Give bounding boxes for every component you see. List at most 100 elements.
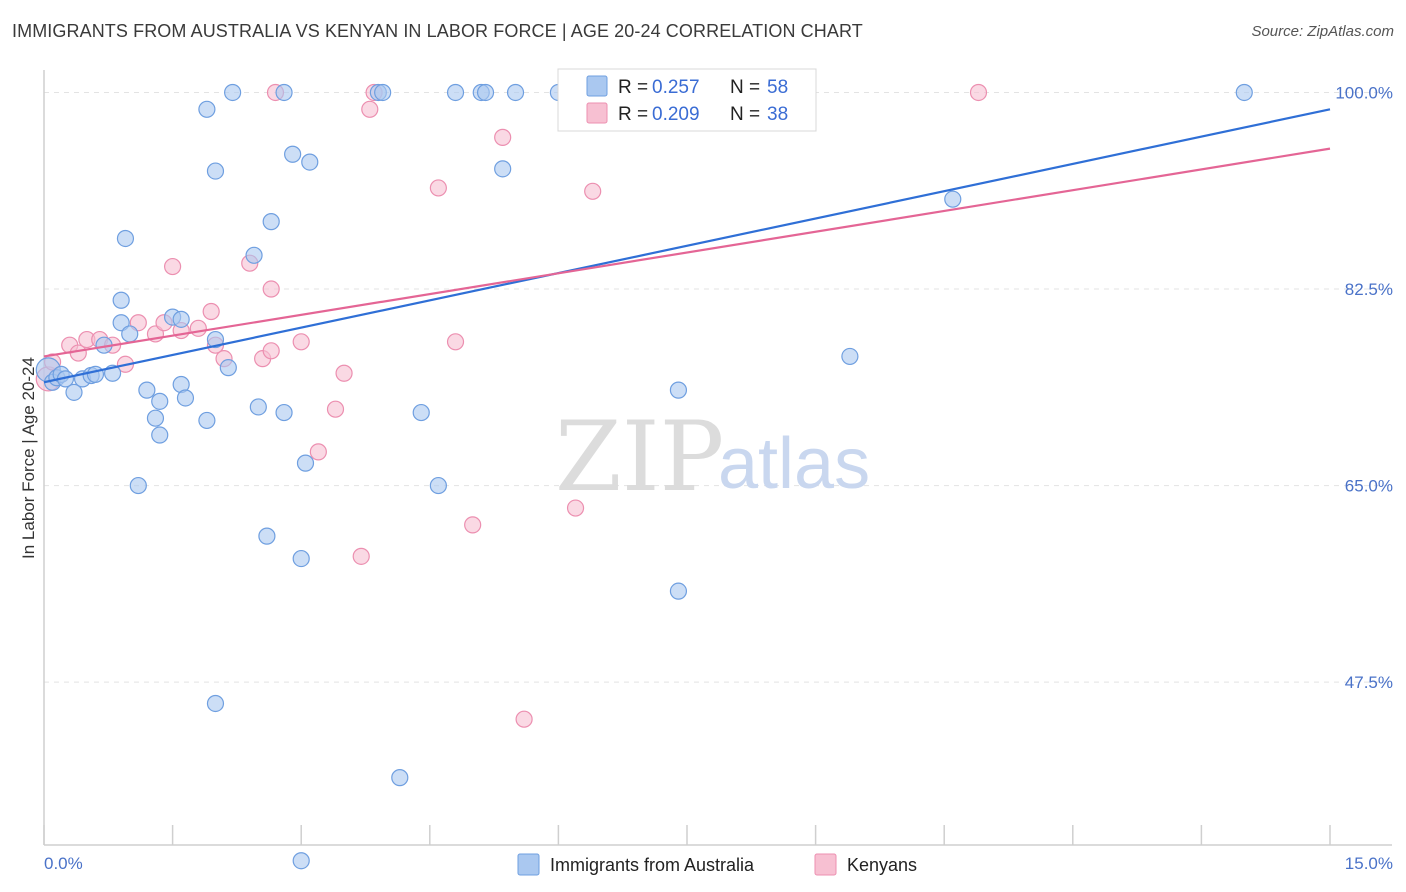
data-point-australia bbox=[944, 190, 962, 208]
data-point-australia bbox=[296, 454, 315, 472]
series-immigrants-from-australia bbox=[35, 83, 1253, 870]
data-point-australia bbox=[292, 549, 310, 568]
legend-swatch-pink bbox=[586, 102, 608, 124]
data-point-australia bbox=[116, 229, 135, 248]
data-point-australia bbox=[275, 83, 293, 102]
data-point-australia bbox=[506, 83, 525, 102]
data-point-australia bbox=[446, 83, 465, 102]
bottom-legend-swatch-blue bbox=[517, 853, 540, 876]
data-point-australia bbox=[412, 403, 430, 422]
data-point-kenyans bbox=[429, 179, 447, 197]
trend-lines bbox=[43, 108, 1331, 384]
data-point-kenyans bbox=[262, 280, 280, 298]
data-point-australia bbox=[249, 398, 267, 416]
data-point-kenyans bbox=[446, 333, 465, 351]
series-kenyans bbox=[35, 83, 988, 728]
legend-r-value-pink: 0.209 bbox=[652, 104, 700, 125]
data-point-australia bbox=[198, 411, 216, 430]
legend-r-label-pink: R = bbox=[618, 104, 648, 125]
data-point-kenyans bbox=[464, 516, 482, 534]
data-point-australia bbox=[391, 769, 409, 787]
data-point-kenyans bbox=[326, 400, 345, 418]
data-point-australia bbox=[172, 310, 190, 328]
data-point-australia bbox=[129, 476, 147, 495]
data-point-australia bbox=[206, 694, 225, 713]
data-point-kenyans bbox=[361, 100, 379, 118]
legend-n-value-blue: 58 bbox=[767, 77, 788, 98]
data-point-australia bbox=[86, 365, 105, 383]
x-tick-labels: 0.0% 15.0% bbox=[44, 854, 1393, 873]
data-point-australia bbox=[669, 582, 688, 600]
y-tick-label: 47.5% bbox=[1345, 673, 1393, 692]
data-point-australia bbox=[245, 246, 263, 264]
data-point-australia bbox=[262, 213, 280, 231]
data-point-australia bbox=[258, 527, 276, 545]
y-tick-label: 82.5% bbox=[1345, 280, 1393, 299]
data-point-australia bbox=[176, 389, 195, 407]
data-point-kenyans bbox=[202, 302, 220, 321]
legend-n-label-pink: N = bbox=[730, 104, 760, 125]
y-tick-labels: 47.5% 65.0% 82.5% 100.0% bbox=[1335, 83, 1393, 692]
data-point-kenyans bbox=[584, 182, 602, 200]
y-tick-label: 65.0% bbox=[1345, 477, 1393, 496]
data-point-australia bbox=[224, 83, 242, 102]
data-point-kenyans bbox=[262, 342, 280, 360]
data-point-australia bbox=[476, 83, 495, 102]
bottom-legend-label-pink: Kenyans bbox=[847, 855, 917, 875]
data-point-australia bbox=[301, 153, 319, 171]
x-tick-label: 0.0% bbox=[44, 854, 83, 873]
bottom-legend-swatch-pink bbox=[814, 853, 837, 876]
watermark-zip: ZIP bbox=[555, 401, 724, 513]
data-point-australia bbox=[841, 347, 859, 366]
data-point-kenyans bbox=[515, 710, 533, 728]
data-point-australia bbox=[219, 359, 237, 377]
legend-r-value-blue: 0.257 bbox=[652, 77, 700, 98]
bottom-legend: Immigrants from Australia Kenyans bbox=[517, 853, 917, 876]
legend-r-label-blue: R = bbox=[618, 77, 648, 98]
data-point-australia bbox=[275, 403, 293, 422]
data-point-australia bbox=[146, 409, 165, 427]
legend-n-label-blue: N = bbox=[730, 77, 760, 98]
data-point-australia bbox=[374, 83, 392, 102]
data-point-australia bbox=[429, 476, 447, 495]
data-point-kenyans bbox=[189, 319, 207, 337]
bottom-legend-label-blue: Immigrants from Australia bbox=[550, 855, 755, 875]
data-point-australia bbox=[669, 381, 688, 399]
data-point-kenyans bbox=[164, 257, 182, 276]
data-point-australia bbox=[151, 392, 169, 410]
data-point-australia bbox=[292, 852, 310, 870]
data-point-kenyans bbox=[292, 333, 310, 351]
data-point-australia bbox=[121, 325, 139, 343]
legend: R = 0.257 N = 58 R = 0.209 N = 38 bbox=[557, 68, 817, 132]
legend-n-value-pink: 38 bbox=[767, 104, 788, 125]
data-point-australia bbox=[284, 145, 302, 163]
y-axis-label: In Labor Force | Age 20-24 bbox=[19, 357, 38, 559]
data-point-kenyans bbox=[352, 547, 370, 565]
data-point-australia bbox=[198, 100, 216, 118]
data-point-australia bbox=[206, 162, 225, 180]
data-point-australia bbox=[112, 291, 130, 309]
data-point-kenyans bbox=[566, 499, 585, 517]
data-point-kenyans bbox=[335, 364, 353, 382]
data-point-australia bbox=[1235, 83, 1253, 102]
data-point-australia bbox=[65, 383, 83, 401]
data-point-kenyans bbox=[309, 443, 327, 461]
x-tick-label: 15.0% bbox=[1345, 854, 1393, 873]
trend-line-australia bbox=[43, 108, 1331, 384]
trend-line-kenyans bbox=[43, 147, 1331, 358]
data-point-australia bbox=[206, 330, 225, 349]
source-label: Source: ZipAtlas.com bbox=[1251, 23, 1394, 40]
y-tick-label: 100.0% bbox=[1335, 83, 1393, 102]
data-point-australia bbox=[138, 381, 156, 399]
axes bbox=[43, 70, 1392, 846]
data-point-australia bbox=[494, 160, 512, 178]
data-point-australia bbox=[151, 426, 169, 444]
watermark: ZIP atlas bbox=[555, 401, 870, 513]
data-point-kenyans bbox=[969, 83, 988, 102]
watermark-atlas: atlas bbox=[718, 424, 870, 504]
gridlines bbox=[44, 91, 1390, 683]
legend-swatch-blue bbox=[586, 75, 608, 97]
data-point-kenyans bbox=[494, 128, 512, 146]
chart-title: IMMIGRANTS FROM AUSTRALIA VS KENYAN IN L… bbox=[12, 21, 863, 41]
